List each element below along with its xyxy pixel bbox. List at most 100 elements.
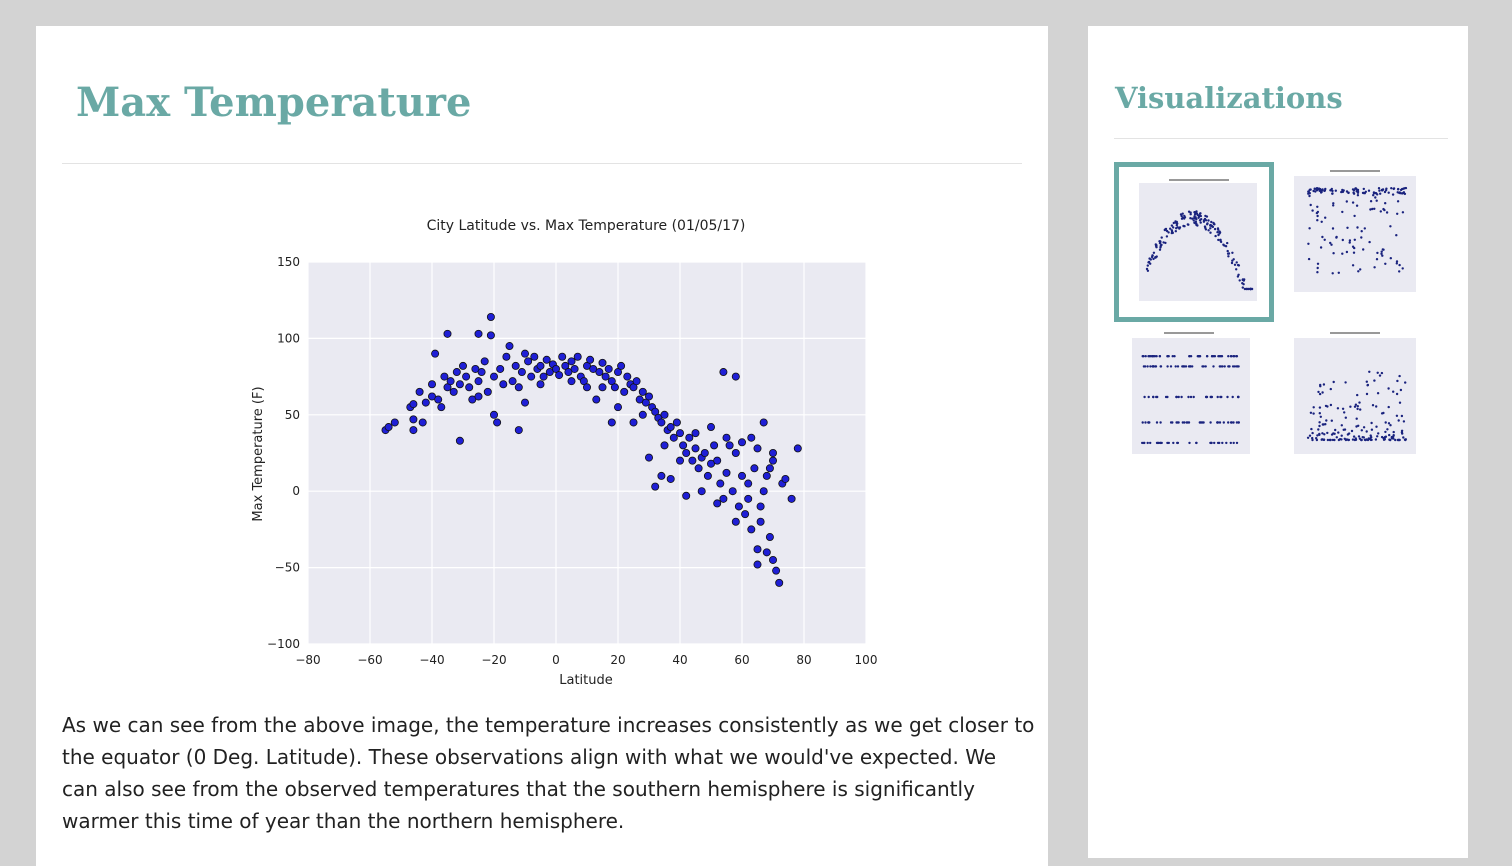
thumbnail-point xyxy=(1342,189,1345,192)
thumbnail-point xyxy=(1224,245,1228,248)
thumbnail-point xyxy=(1342,428,1345,431)
data-point xyxy=(747,525,756,534)
thumbnail-point xyxy=(1231,259,1234,262)
thumbnail-point xyxy=(1195,210,1198,213)
data-point xyxy=(592,395,601,404)
thumbnail-point xyxy=(1352,192,1356,195)
data-point xyxy=(545,368,554,377)
data-point xyxy=(607,418,616,427)
thumbnail-point xyxy=(1384,421,1387,424)
thumbnail-point xyxy=(1180,214,1183,218)
data-point xyxy=(598,383,607,392)
thumbnail-point xyxy=(1176,441,1179,445)
data-point xyxy=(539,372,548,381)
data-point xyxy=(728,487,737,496)
thumbnail-point xyxy=(1194,222,1197,225)
thumbnail-point xyxy=(1398,374,1401,378)
thumbnail-point xyxy=(1320,220,1323,223)
thumbnail-point xyxy=(1189,395,1193,399)
thumbnail-point xyxy=(1155,355,1158,358)
data-point xyxy=(480,357,489,366)
data-point xyxy=(675,429,684,438)
data-point xyxy=(623,372,632,381)
thumbnail-humidity[interactable] xyxy=(1280,162,1440,322)
x-tick-label: −20 xyxy=(481,653,506,667)
thumbnail-point xyxy=(1204,365,1207,368)
y-tick-label: 150 xyxy=(277,255,300,269)
data-point xyxy=(589,364,598,373)
thumbnail-point xyxy=(1401,267,1404,270)
thumbnail-point xyxy=(1159,421,1162,424)
grid-lines xyxy=(307,261,867,645)
data-point xyxy=(682,448,691,457)
thumbnail-point xyxy=(1232,421,1235,424)
data-point xyxy=(765,464,774,473)
data-point xyxy=(604,364,613,373)
thumbnail-point xyxy=(1362,426,1366,429)
data-point xyxy=(427,392,436,401)
thumbnail-cloudiness[interactable] xyxy=(1114,324,1274,484)
thumbnail-max-temperature-chart xyxy=(1119,167,1269,317)
data-point xyxy=(511,361,520,370)
thumbnail-point xyxy=(1174,230,1177,233)
thumbnail-point xyxy=(1202,220,1206,223)
thumbnail-point xyxy=(1188,365,1192,368)
thumbnail-point xyxy=(1329,241,1332,245)
thumbnail-point xyxy=(1319,385,1322,388)
thumbnail-point xyxy=(1141,421,1144,424)
thumbnail-point xyxy=(1233,365,1237,368)
thumbnail-point xyxy=(1209,421,1212,424)
thumbnail-point xyxy=(1380,250,1383,253)
thumbnail-point xyxy=(1144,355,1147,358)
thumbnail-point xyxy=(1316,434,1319,437)
data-point xyxy=(471,364,480,373)
thumbnail-point xyxy=(1349,405,1352,408)
thumbnail-point xyxy=(1384,202,1387,205)
data-point xyxy=(452,368,461,377)
thumbnail-point xyxy=(1376,251,1379,255)
thumbnail-point xyxy=(1194,220,1197,223)
thumbnail-point xyxy=(1333,438,1336,442)
thumbnail-point xyxy=(1192,395,1195,399)
thumbnail-wind-speed[interactable] xyxy=(1280,324,1440,484)
thumbnail-point xyxy=(1370,428,1374,431)
thumbnail-point xyxy=(1308,194,1311,198)
thumbnail-point xyxy=(1163,228,1167,231)
data-point xyxy=(496,364,505,373)
thumbnail-point xyxy=(1316,262,1320,265)
thumbnail-point xyxy=(1242,283,1245,286)
thumbnail-point xyxy=(1355,425,1358,428)
thumbnail-point xyxy=(1151,365,1155,368)
thumbnail-point xyxy=(1231,365,1235,368)
thumbnail-point xyxy=(1380,252,1383,255)
thumbnail-point xyxy=(1332,204,1335,207)
thumbnail-point xyxy=(1219,239,1222,242)
thumbnail-point xyxy=(1356,194,1360,197)
thumbnail-point xyxy=(1395,392,1399,396)
thumbnail-point xyxy=(1357,270,1360,273)
thumbnail-point xyxy=(1237,264,1241,267)
data-point xyxy=(489,372,498,381)
data-point xyxy=(756,517,765,526)
data-point xyxy=(455,436,464,445)
max-temperature-chart: City Latitude vs. Max Temperature (01/05… xyxy=(251,218,877,688)
data-point xyxy=(697,487,706,496)
thumbnail-point xyxy=(1351,245,1355,248)
thumbnail-point xyxy=(1384,262,1387,265)
data-point xyxy=(558,352,567,361)
data-point xyxy=(756,502,765,511)
thumbnail-point xyxy=(1400,187,1404,191)
thumbnail-point xyxy=(1249,287,1252,291)
data-point xyxy=(703,471,712,480)
thumbnail-point xyxy=(1321,391,1324,394)
data-point xyxy=(486,331,495,340)
thumbnail-point xyxy=(1172,221,1175,225)
thumbnail-point xyxy=(1175,227,1178,230)
data-point xyxy=(744,479,753,488)
thumbnail-point xyxy=(1374,438,1378,441)
thumbnail-max-temperature[interactable] xyxy=(1114,162,1274,322)
thumbnail-point xyxy=(1196,224,1199,227)
thumbnail-point xyxy=(1378,189,1381,192)
x-tick-label: 0 xyxy=(552,653,560,667)
thumbnail-point xyxy=(1317,428,1320,431)
